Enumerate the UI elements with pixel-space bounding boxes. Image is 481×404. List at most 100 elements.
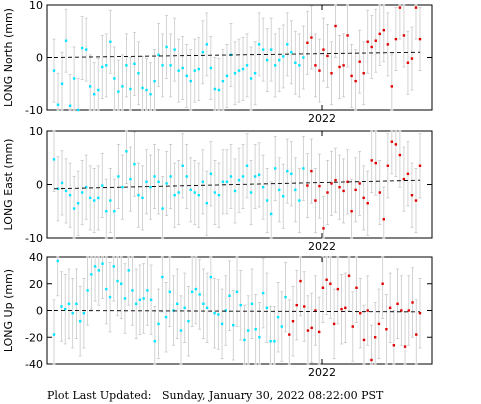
old-point [221, 180, 225, 184]
old-point [52, 69, 56, 72]
recent-point [394, 143, 398, 146]
recent-point [350, 210, 353, 213]
old-point [121, 185, 124, 189]
recent-point [366, 40, 369, 43]
old-point [101, 184, 104, 187]
recent-point [358, 60, 361, 63]
recent-point [366, 202, 369, 205]
old-point [265, 199, 269, 202]
old-point [116, 279, 119, 283]
old-point [101, 262, 104, 265]
recent-point [346, 34, 349, 37]
old-point [209, 66, 213, 70]
old-point [282, 195, 285, 198]
old-point [129, 177, 132, 181]
old-point [133, 62, 136, 65]
recent-point [390, 140, 394, 143]
old-point [88, 85, 92, 88]
recent-point [406, 61, 410, 64]
recent-point [396, 302, 399, 306]
old-point [137, 72, 140, 75]
old-point [177, 69, 180, 72]
recent-point [354, 188, 357, 192]
old-point [197, 194, 200, 197]
old-point [213, 191, 217, 194]
old-point [129, 87, 132, 91]
old-point [176, 302, 179, 306]
old-point [169, 175, 172, 178]
old-point [164, 315, 168, 319]
old-point [217, 194, 221, 197]
recent-point [407, 309, 410, 312]
old-point [153, 79, 156, 83]
recent-point [378, 191, 381, 194]
old-point [294, 188, 297, 192]
old-point [183, 306, 186, 310]
old-point [117, 175, 120, 178]
recent-point [317, 330, 321, 334]
recent-point [403, 345, 407, 348]
recent-point [291, 320, 295, 323]
old-point [250, 302, 254, 306]
old-point [247, 329, 250, 332]
old-point [76, 108, 80, 112]
old-point [202, 302, 205, 306]
old-point [190, 290, 194, 293]
recent-point [332, 322, 336, 326]
old-point [137, 194, 140, 197]
old-point [253, 72, 257, 75]
recent-point [299, 279, 302, 283]
recent-point [398, 6, 402, 9]
old-point [60, 305, 63, 308]
recent-point [359, 311, 362, 315]
y-tick-label: 0 [36, 52, 43, 65]
recent-point [310, 326, 313, 330]
panel-north: -10 0 10 2022 LONG North (mm) [2, 0, 433, 125]
old-point [201, 180, 205, 184]
recent-point [338, 65, 341, 69]
old-point [133, 162, 136, 166]
old-point [105, 64, 108, 67]
old-point [56, 259, 59, 263]
old-point [209, 275, 213, 279]
old-point [224, 309, 227, 312]
recent-point [306, 41, 309, 44]
y-tick-label: -40 [25, 358, 43, 371]
recent-point [306, 329, 310, 332]
y-tick-label: -20 [25, 331, 43, 344]
recent-point [415, 333, 418, 336]
old-point [269, 340, 272, 343]
old-point [109, 199, 112, 202]
y-tick-label: -10 [25, 232, 43, 245]
old-point [64, 307, 67, 311]
old-point [237, 179, 241, 182]
y-tick-label: -10 [25, 104, 43, 117]
recent-point [326, 54, 329, 58]
old-point [123, 297, 127, 300]
old-point [109, 40, 112, 43]
old-point [241, 175, 245, 178]
old-point [265, 306, 269, 310]
recent-point [385, 328, 388, 331]
old-point [82, 311, 86, 315]
recent-point [322, 227, 325, 230]
old-point [220, 322, 224, 326]
old-point [217, 88, 221, 92]
old-point [194, 287, 198, 291]
recent-point [378, 32, 381, 36]
old-point [153, 175, 156, 178]
old-point [185, 74, 188, 78]
old-point [157, 180, 160, 184]
old-point [294, 61, 297, 64]
recent-point [310, 169, 313, 173]
old-point [213, 311, 216, 315]
recent-point [306, 184, 309, 187]
old-point [125, 64, 128, 67]
footer-value: Sunday, January 30, 2022 08:22:00 PST [161, 389, 384, 402]
old-point [209, 172, 213, 175]
old-point [149, 93, 152, 96]
old-point [52, 158, 56, 161]
y-axis-title: LONG Up (mm) [2, 269, 15, 352]
old-point [177, 191, 180, 194]
recent-point [370, 45, 373, 49]
